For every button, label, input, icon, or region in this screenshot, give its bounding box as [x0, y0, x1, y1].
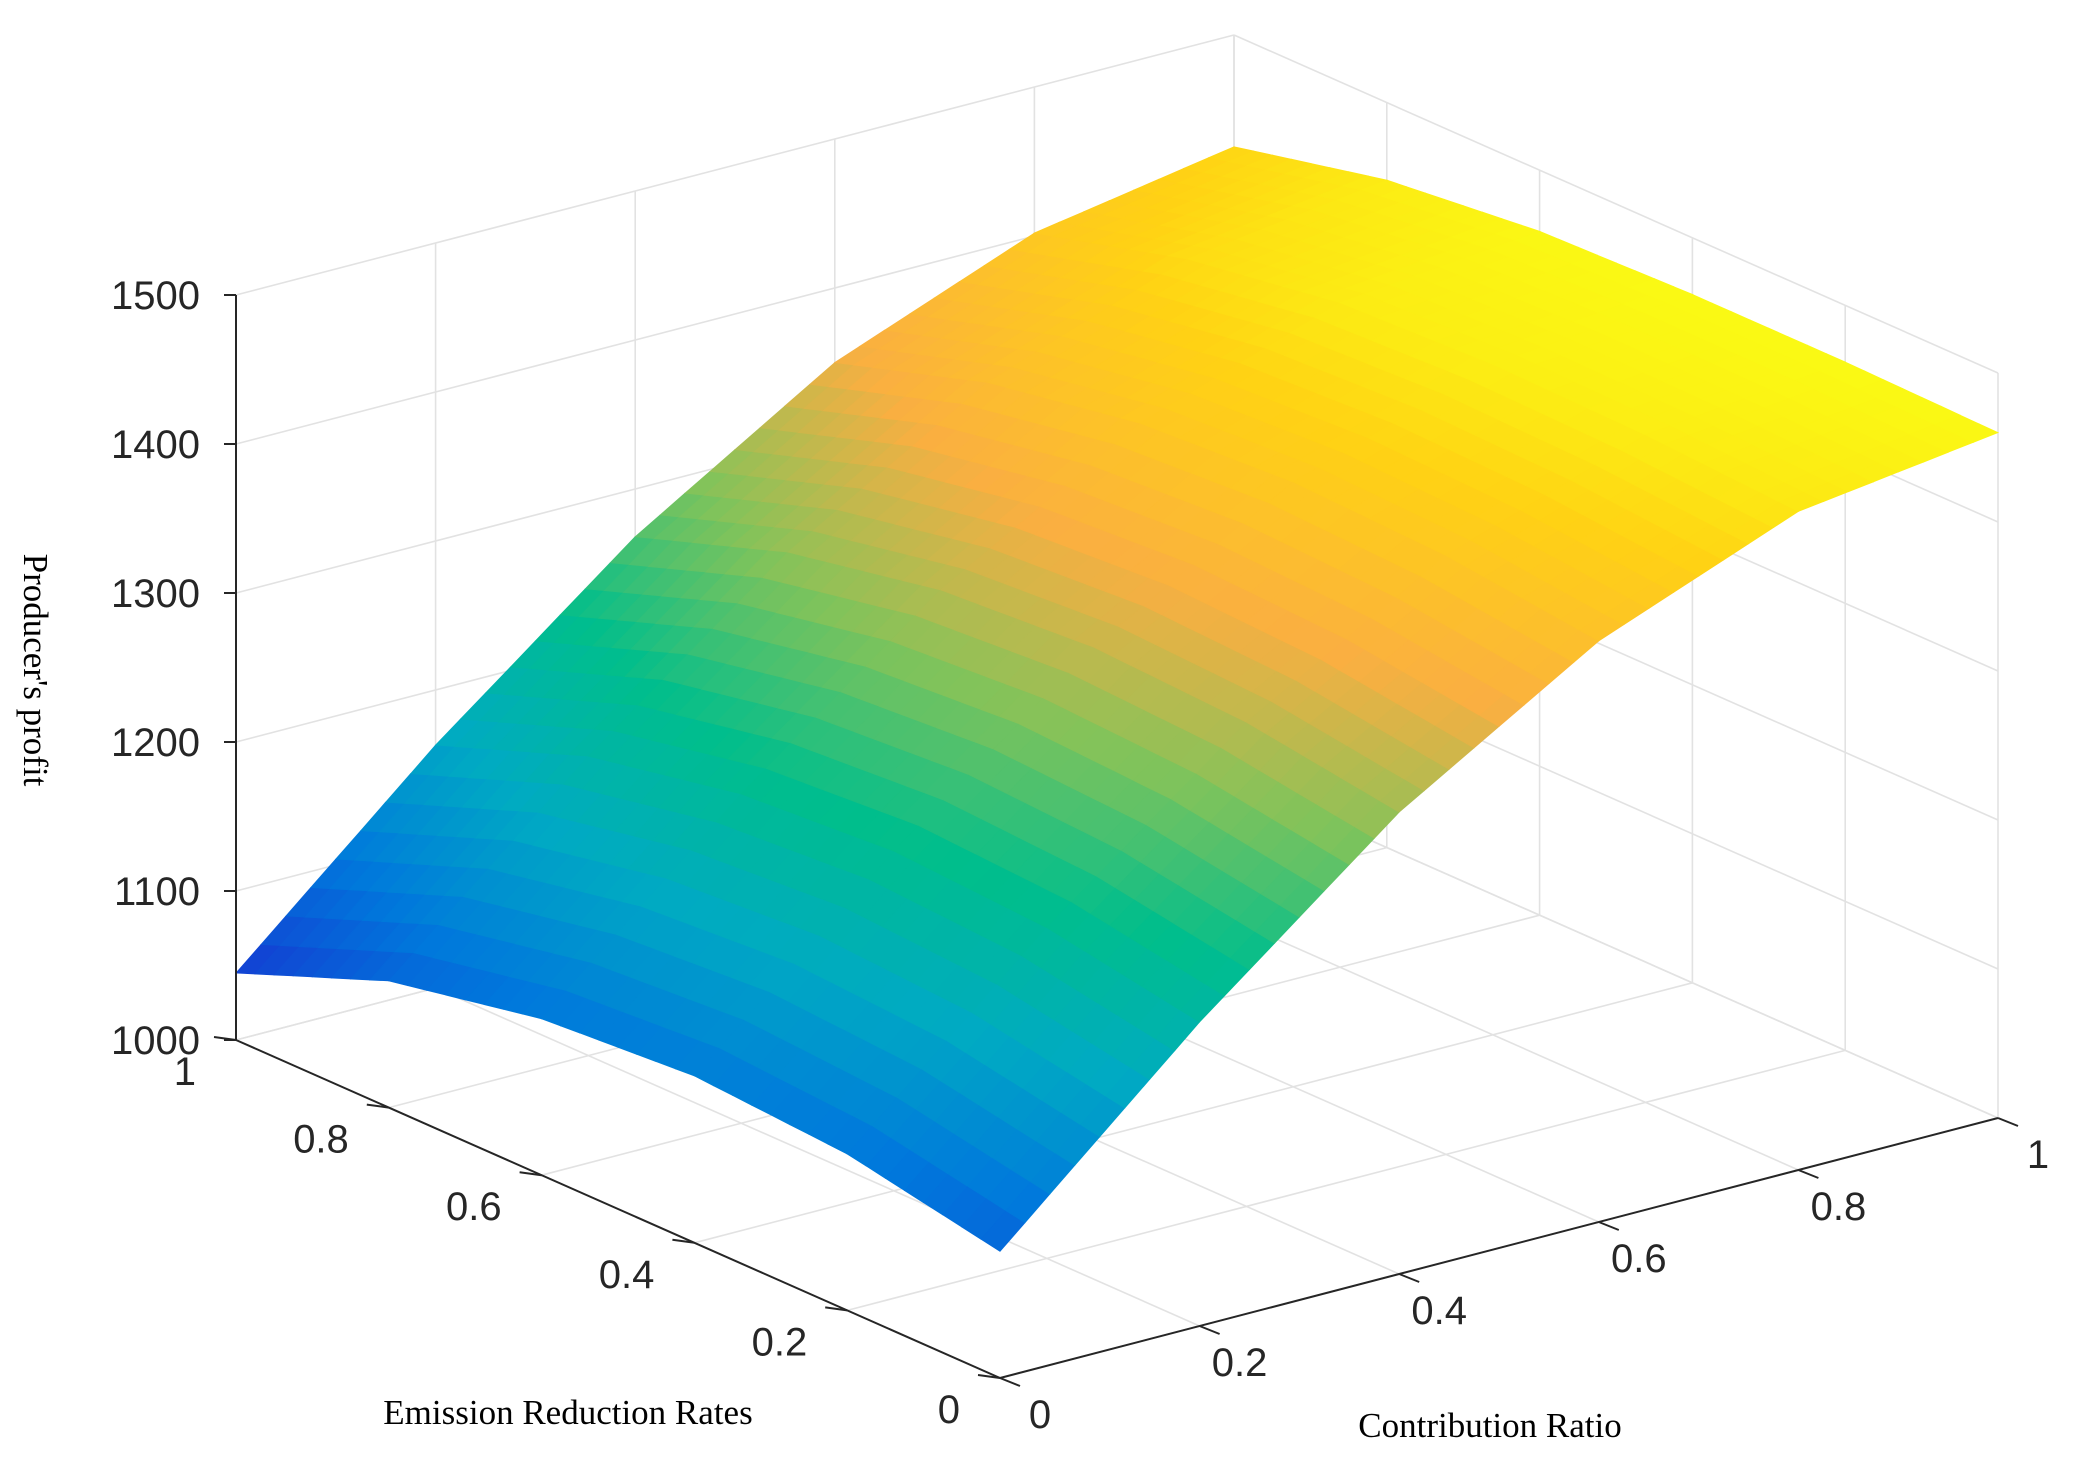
y-axis-line — [235, 1039, 1001, 1379]
y-tick-mark — [672, 1238, 695, 1244]
x-tick-label: 0.4 — [1411, 1289, 1467, 1333]
x-tick-mark — [1798, 1169, 1819, 1179]
z-axis-title: Producer's profit — [16, 554, 55, 787]
z-tick-label: 1500 — [111, 274, 200, 318]
y-axis-title: Emission Reduction Rates — [383, 1393, 752, 1432]
x-tick-label: 0.2 — [1212, 1341, 1268, 1385]
surface — [235, 146, 2000, 1252]
y-tick-mark — [519, 1171, 542, 1177]
y-tick-label: 0.4 — [599, 1253, 655, 1297]
y-tick-label: 0 — [938, 1388, 960, 1432]
x-axis-title: Contribution Ratio — [1358, 1406, 1621, 1445]
y-tick-mark — [366, 1103, 389, 1109]
y-tick-label: 0.6 — [446, 1185, 502, 1229]
back-wall-gridline — [235, 34, 1235, 296]
side-wall-gridline — [1233, 34, 1999, 374]
x-tick-label: 0.6 — [1611, 1237, 1667, 1281]
z-tick-label: 1000 — [111, 1019, 200, 1063]
x-tick-label: 0.8 — [1811, 1185, 1867, 1229]
y-tick-label: 0.2 — [752, 1320, 808, 1364]
tick-labels: 00.20.40.60.8100.20.40.60.81100011001200… — [111, 274, 2049, 1437]
z-tick-label: 1200 — [111, 721, 200, 765]
axes — [213, 294, 2019, 1387]
floor-gridline — [435, 987, 1200, 1327]
x-tick-label: 1 — [2027, 1133, 2049, 1177]
floor-gridline — [694, 982, 1693, 1244]
x-axis-line — [999, 1117, 1999, 1379]
x-tick-label: 0 — [1029, 1393, 1051, 1437]
x-tick-mark — [1199, 1325, 1220, 1335]
x-tick-mark — [1398, 1273, 1420, 1283]
y-tick-mark — [977, 1374, 1001, 1379]
z-tick-label: 1100 — [114, 870, 200, 914]
y-tick-mark — [825, 1306, 848, 1312]
surface-patch — [1952, 423, 2000, 443]
x-tick-mark — [1598, 1221, 1620, 1231]
y-tick-label: 0.8 — [293, 1118, 349, 1162]
z-tick-label: 1400 — [111, 423, 200, 467]
x-tick-mark — [1997, 1117, 2019, 1127]
y-tick-label: 1 — [174, 1050, 196, 1094]
z-tick-label: 1300 — [111, 572, 200, 616]
x-tick-mark — [999, 1377, 1021, 1387]
floor-gridline — [846, 1049, 1846, 1312]
